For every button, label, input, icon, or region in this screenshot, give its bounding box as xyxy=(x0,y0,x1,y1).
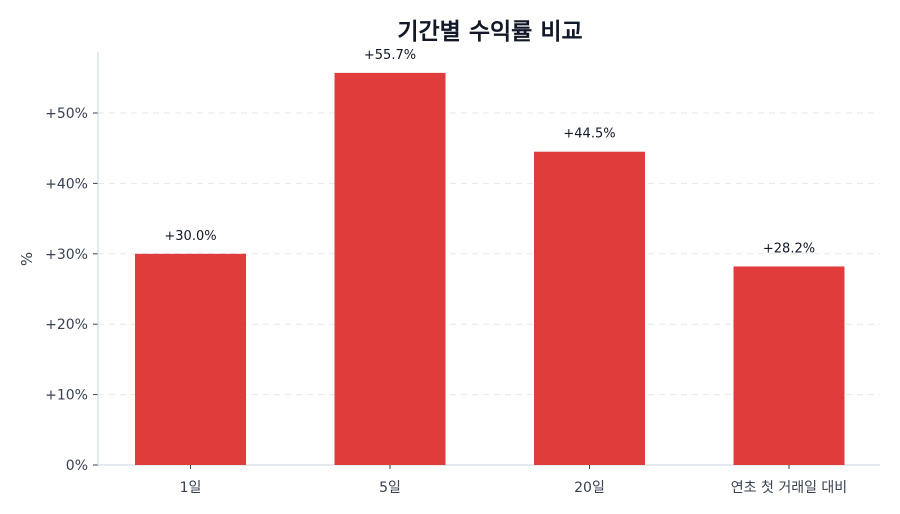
y-axis-title: % xyxy=(18,252,36,266)
y-tick-label: 0% xyxy=(66,458,88,474)
x-tick-label: 5일 xyxy=(379,480,401,496)
y-tick-label: +10% xyxy=(45,388,88,404)
y-tick-label: +40% xyxy=(45,176,88,192)
chart-title: 기간별 수익률 비교 xyxy=(397,19,583,45)
x-tick-label: 1일 xyxy=(180,480,202,496)
bar xyxy=(534,151,645,465)
bar xyxy=(334,72,446,465)
bar-value-label: +44.5% xyxy=(563,127,615,142)
y-tick-label: +30% xyxy=(45,247,88,263)
bar xyxy=(733,266,845,465)
x-tick-label: 연초 첫 거래일 대비 xyxy=(731,480,847,496)
bar-value-label: +28.2% xyxy=(763,241,815,256)
bar xyxy=(135,253,246,465)
bar-value-label: +55.7% xyxy=(364,48,416,63)
y-tick-label: +50% xyxy=(45,106,88,122)
x-tick-label: 20일 xyxy=(574,480,605,496)
bar-value-label: +30.0% xyxy=(164,229,216,244)
y-tick-label: +20% xyxy=(45,317,88,333)
